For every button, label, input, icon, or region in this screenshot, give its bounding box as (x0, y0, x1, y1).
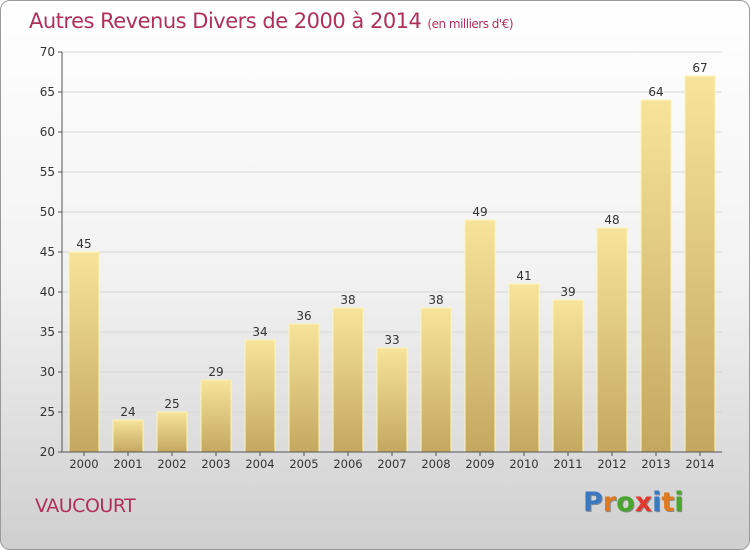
bar-value-label: 41 (516, 269, 531, 283)
x-tick-label: 2012 (597, 457, 626, 471)
logo-letter: r (602, 487, 617, 518)
bar-value-label: 25 (164, 397, 179, 411)
x-tick-label: 2009 (465, 457, 494, 471)
grid-lines (62, 51, 722, 413)
labels: 20 25 30 35 40 45 50 55 60 65 70 45 2000 24 2001 25 2002… (40, 45, 715, 471)
bar-value-label: 39 (560, 285, 575, 299)
bar (288, 323, 320, 453)
x-tick-label: 2001 (113, 457, 142, 471)
x-tick-label: 2007 (377, 457, 406, 471)
bar (156, 411, 188, 453)
bar (332, 307, 364, 453)
y-tick-label: 35 (40, 325, 55, 339)
bar-value-label: 49 (472, 205, 487, 219)
commune-name: VAUCOURT (35, 495, 136, 517)
y-tick-label: 20 (40, 445, 55, 459)
logo-letter: o (616, 487, 635, 518)
bar (68, 251, 100, 453)
y-tick-label: 70 (40, 45, 55, 59)
bar (596, 227, 628, 453)
y-tick-label: 30 (40, 365, 55, 379)
y-tick-label: 40 (40, 285, 55, 299)
x-tick-label: 2010 (509, 457, 538, 471)
chart-title-text: Autres Revenus Divers de 2000 à 2014 (29, 9, 422, 33)
bar-value-label: 36 (296, 309, 311, 323)
bar-value-label: 33 (384, 333, 399, 347)
y-tick-label: 65 (40, 85, 55, 99)
bars (68, 75, 716, 453)
logo-letter: i (674, 487, 684, 518)
x-tick-label: 2006 (333, 457, 362, 471)
logo-letter: P (583, 487, 603, 518)
bar (640, 99, 672, 453)
x-tick-label: 2008 (421, 457, 450, 471)
bar-value-label: 67 (692, 61, 707, 75)
bar-value-label: 48 (604, 213, 619, 227)
bar-value-label: 45 (76, 237, 91, 251)
x-tick-label: 2004 (245, 457, 274, 471)
y-tick-label: 55 (40, 165, 55, 179)
bar (244, 339, 276, 453)
logo-letter: i (652, 487, 662, 518)
logo-letter: t (661, 487, 675, 518)
x-tick-label: 2005 (289, 457, 318, 471)
bar-value-label: 38 (340, 293, 355, 307)
x-tick-label: 2000 (69, 457, 98, 471)
y-tick-label: 25 (40, 405, 55, 419)
bar (552, 299, 584, 453)
y-tick-label: 60 (40, 125, 55, 139)
bar (200, 379, 232, 453)
bar (420, 307, 452, 453)
bar-value-label: 34 (252, 325, 267, 339)
axes (58, 51, 722, 456)
x-tick-label: 2013 (641, 457, 670, 471)
proxiti-logo: Proxiti (583, 487, 684, 518)
bar (464, 219, 496, 453)
logo-letter: x (634, 487, 653, 518)
bar (684, 75, 716, 453)
chart-title: Autres Revenus Divers de 2000 à 2014 (en … (29, 9, 514, 33)
x-tick-label: 2014 (685, 457, 714, 471)
y-tick-label: 50 (40, 205, 55, 219)
chart-unit-label: (en milliers d'€) (427, 17, 514, 31)
x-tick-label: 2002 (157, 457, 186, 471)
bar-value-label: 29 (208, 365, 223, 379)
bar-value-label: 64 (648, 85, 663, 99)
bar (508, 283, 540, 453)
x-tick-label: 2003 (201, 457, 230, 471)
bar-value-label: 38 (428, 293, 443, 307)
y-tick-label: 45 (40, 245, 55, 259)
bar-value-label: 24 (120, 405, 135, 419)
bar (376, 347, 408, 453)
x-tick-label: 2011 (553, 457, 582, 471)
bar (112, 419, 144, 453)
